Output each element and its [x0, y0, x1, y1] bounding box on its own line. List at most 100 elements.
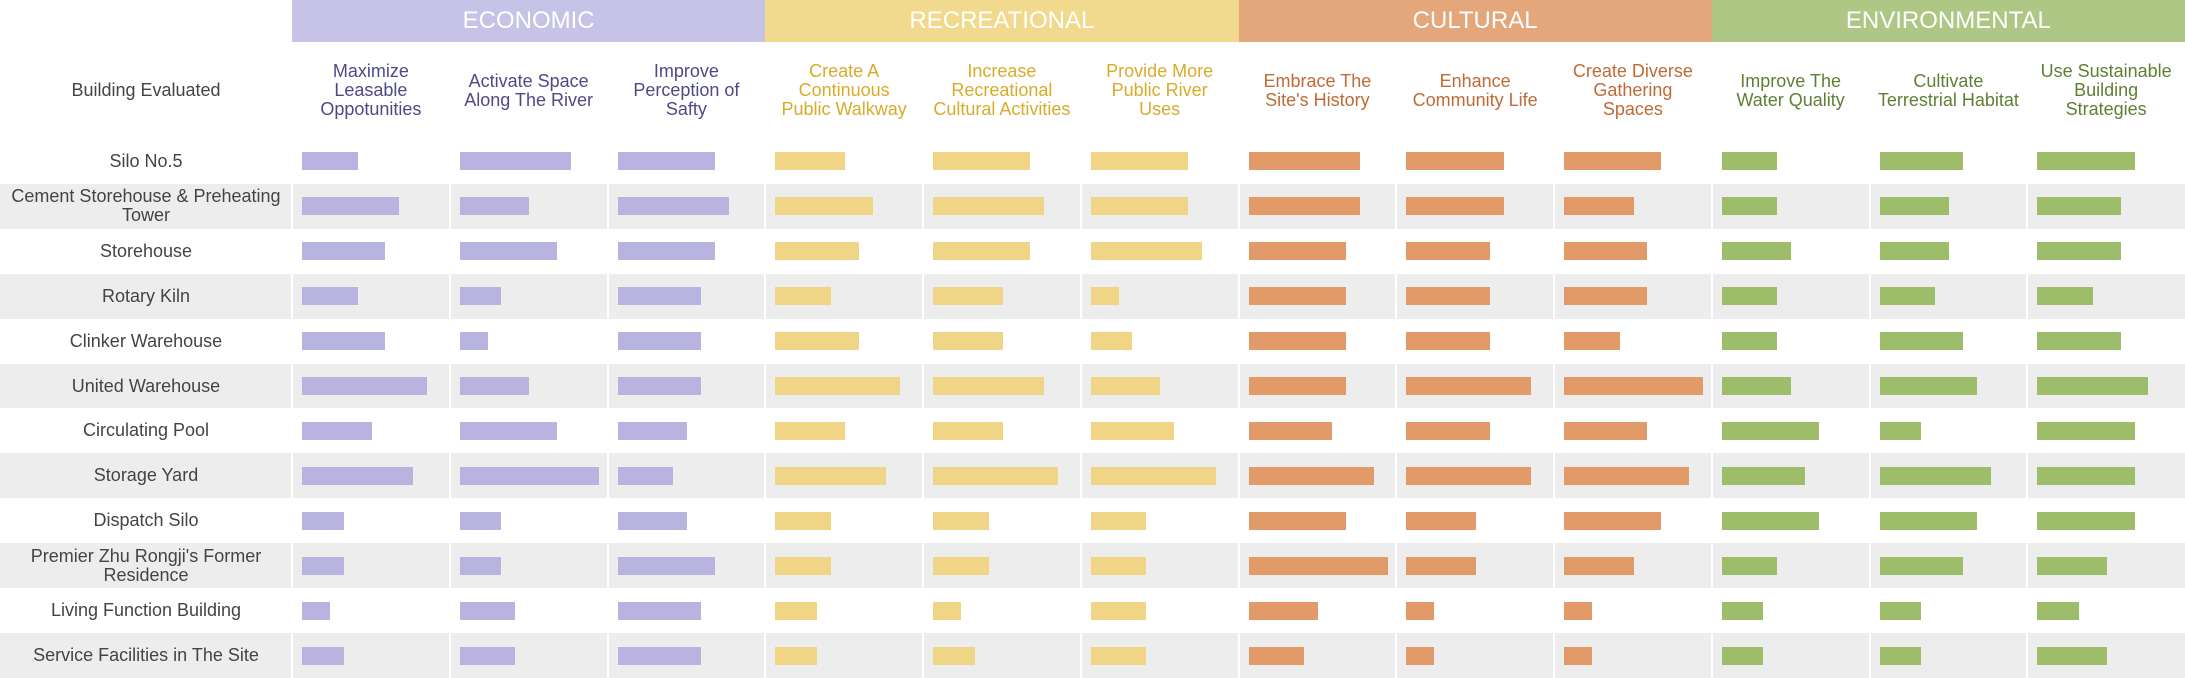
bar	[2037, 287, 2093, 306]
column-divider	[1079, 139, 1082, 678]
column-divider	[922, 139, 924, 678]
bar	[1090, 421, 1175, 440]
criterion-header: Cultivate Terrestrial Habitat	[1877, 70, 2019, 110]
bar	[1406, 511, 1476, 530]
bar	[302, 332, 386, 351]
bar	[2037, 421, 2135, 440]
row-label: Storage Yard	[93, 465, 199, 486]
bar	[617, 601, 701, 620]
bar	[1879, 152, 1963, 171]
bar	[459, 556, 502, 575]
bar	[2037, 197, 2121, 216]
bar	[775, 421, 845, 440]
bar	[1721, 466, 1806, 485]
bar	[302, 556, 344, 575]
bar	[2037, 332, 2121, 351]
criterion-header: Enhance Community Life	[1412, 70, 1538, 110]
bar	[1879, 332, 1963, 351]
bar	[775, 332, 859, 351]
criterion-header: Maximize Leasable Oppotunities	[320, 61, 422, 119]
bar	[1406, 332, 1490, 351]
bar	[1721, 421, 1820, 440]
bar	[1879, 511, 1977, 530]
bar	[302, 646, 344, 665]
bar	[933, 242, 1031, 261]
bar	[2037, 511, 2135, 530]
bar	[302, 377, 428, 396]
criterion-header: Use Sustainable Building Strategies	[2040, 61, 2172, 119]
bar	[1090, 152, 1189, 171]
bar	[459, 197, 530, 216]
row-label: Clinker Warehouse	[69, 330, 223, 351]
bar	[1721, 556, 1778, 575]
bar	[1879, 601, 1922, 620]
column-divider	[606, 139, 609, 678]
row-label: Silo No.5	[109, 150, 183, 171]
bar	[933, 197, 1045, 216]
criterion-header: Embrace The Site's History	[1263, 70, 1372, 110]
bar	[1879, 646, 1922, 665]
row-label: Dispatch Silo	[93, 510, 199, 531]
bar	[617, 511, 687, 530]
bar	[1879, 377, 1977, 396]
bar	[933, 556, 989, 575]
bar	[2037, 466, 2135, 485]
bar	[933, 466, 1059, 485]
column-divider	[764, 139, 767, 678]
bar	[1248, 197, 1360, 216]
row-label: Cement Storehouse & Preheating Tower	[11, 186, 281, 226]
bar	[459, 421, 558, 440]
bar	[617, 646, 701, 665]
bar	[933, 152, 1031, 171]
row-label: Living Function Building	[50, 600, 242, 621]
bar	[617, 197, 729, 216]
bar	[1248, 287, 1346, 306]
bar	[775, 466, 887, 485]
bar	[459, 646, 516, 665]
bar	[302, 511, 344, 530]
bar	[1879, 287, 1936, 306]
bar	[1564, 556, 1634, 575]
bar	[1248, 646, 1305, 665]
bar	[1090, 646, 1147, 665]
bar	[1406, 466, 1532, 485]
bar	[1090, 601, 1147, 620]
group-header: ECONOMIC	[292, 0, 766, 42]
bar	[1090, 197, 1189, 216]
bar	[1564, 332, 1620, 351]
bar	[1721, 332, 1778, 351]
bar	[2037, 646, 2107, 665]
bar	[1406, 242, 1490, 261]
bar	[775, 646, 817, 665]
bar	[302, 287, 358, 306]
bar	[1248, 466, 1374, 485]
bar	[1879, 421, 1922, 440]
bar	[933, 332, 1003, 351]
bar	[933, 421, 1003, 440]
column-divider	[448, 139, 451, 678]
bar	[459, 377, 530, 396]
bar	[775, 287, 831, 306]
bar	[1248, 556, 1388, 575]
criterion-header: Increase Recreational Cultural Activitie…	[933, 61, 1071, 119]
bar	[617, 377, 701, 396]
row-label: Circulating Pool	[82, 420, 210, 441]
bar	[1564, 646, 1592, 665]
bar	[1090, 287, 1119, 306]
bar	[1406, 377, 1532, 396]
bar	[1248, 421, 1332, 440]
criterion-header: Improve The Water Quality	[1736, 70, 1845, 110]
group-header: RECREATIONAL	[765, 0, 1239, 42]
bar	[302, 152, 358, 171]
bar	[1406, 287, 1490, 306]
bar	[617, 287, 701, 306]
bar	[775, 511, 831, 530]
criterion-header: Create Diverse Gathering Spaces	[1572, 61, 1693, 119]
bar	[459, 332, 488, 351]
bar	[1879, 242, 1949, 261]
bar	[1721, 152, 1778, 171]
row-label: United Warehouse	[71, 375, 221, 396]
bar	[1564, 377, 1703, 396]
bar	[1721, 377, 1792, 396]
bar	[1248, 242, 1346, 261]
